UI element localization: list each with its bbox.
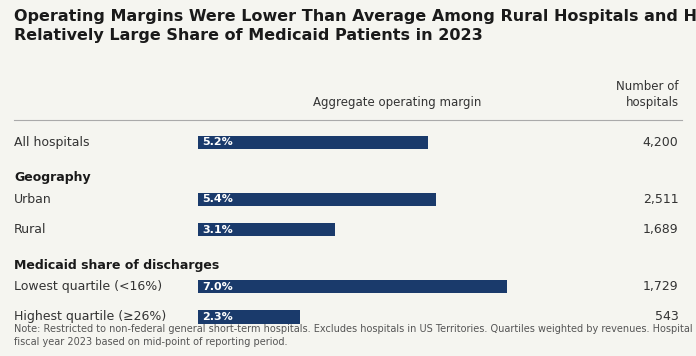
Text: 1,689: 1,689 <box>643 223 679 236</box>
Text: Geography: Geography <box>14 172 90 184</box>
Text: Urban: Urban <box>14 193 52 206</box>
Text: 2.3%: 2.3% <box>203 312 233 322</box>
Text: Aggregate operating margin: Aggregate operating margin <box>313 95 481 109</box>
Text: Rural: Rural <box>14 223 47 236</box>
Text: Number of
hospitals: Number of hospitals <box>616 80 679 109</box>
Text: 4,200: 4,200 <box>643 136 679 149</box>
Bar <box>198 280 507 293</box>
Text: 3.1%: 3.1% <box>203 225 233 235</box>
Text: 5.2%: 5.2% <box>203 137 233 147</box>
Text: Highest quartile (≥26%): Highest quartile (≥26%) <box>14 310 166 323</box>
Text: Lowest quartile (<16%): Lowest quartile (<16%) <box>14 280 162 293</box>
Text: 1,729: 1,729 <box>643 280 679 293</box>
Bar <box>198 136 427 149</box>
Text: Operating Margins Were Lower Than Average Among Rural Hospitals and Hospitals Wi: Operating Margins Were Lower Than Averag… <box>14 9 696 42</box>
Bar <box>198 223 335 236</box>
Text: 7.0%: 7.0% <box>203 282 233 292</box>
Bar <box>198 193 436 206</box>
Bar <box>198 310 300 324</box>
Text: Note: Restricted to non-federal general short-term hospitals. Excludes hospitals: Note: Restricted to non-federal general … <box>14 324 696 347</box>
Text: 2,511: 2,511 <box>643 193 679 206</box>
Text: Medicaid share of discharges: Medicaid share of discharges <box>14 259 219 272</box>
Text: 543: 543 <box>655 310 679 323</box>
Text: All hospitals: All hospitals <box>14 136 89 149</box>
Text: 5.4%: 5.4% <box>203 194 233 204</box>
